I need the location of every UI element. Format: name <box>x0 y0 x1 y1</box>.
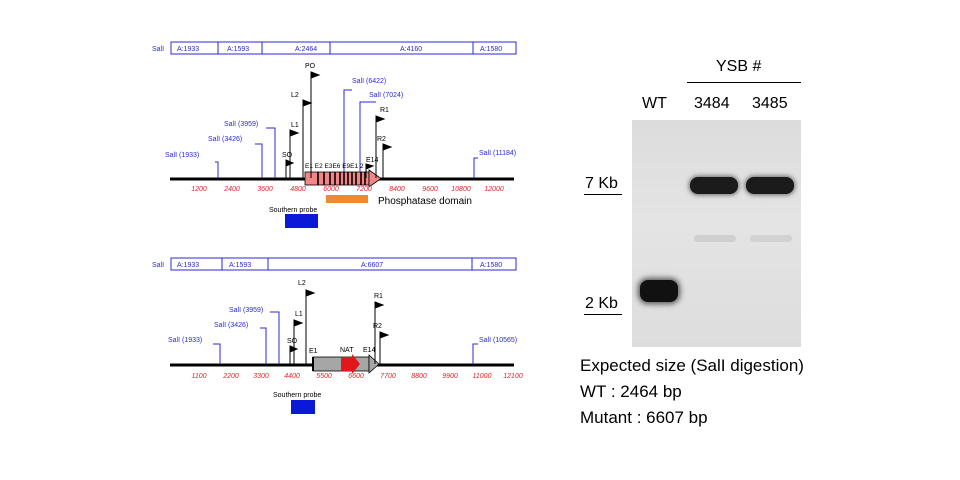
wt-primer-label: SO <box>282 152 293 159</box>
mut-tick-label: 4400 <box>284 373 300 380</box>
band-wt-2kb <box>640 280 678 302</box>
mut-tick-label: 12100 <box>503 373 523 380</box>
wt-fragment-label: A:1933 <box>177 46 199 53</box>
mut-southern-probe <box>291 400 315 414</box>
wt-primer-label: E14 <box>366 157 379 164</box>
wt-site-label: SalI (11184) <box>479 150 516 157</box>
mut-fragment-label: A:1580 <box>480 262 502 269</box>
wt-site-label: SalI (3959) <box>224 121 258 128</box>
wt-southern-probe <box>285 214 318 228</box>
mut-fragment-label: A:1933 <box>177 262 199 269</box>
wt-tick-label: 12000 <box>484 186 504 193</box>
mut-fragment-label: A:6607 <box>361 262 383 269</box>
wt-site-label: SalI <box>152 46 164 53</box>
southern-blot-gel <box>632 120 801 347</box>
wt-probe-label: Southern probe <box>269 207 317 214</box>
mut-primer-label: NAT <box>340 347 354 354</box>
wt-gene-arrowhead <box>368 169 382 188</box>
wt-exon-labels: E1 E2 E3E6 E9E1 2 <box>305 163 364 170</box>
wt-tick-label: 6000 <box>323 186 339 193</box>
wt-tick-label: 4800 <box>290 186 306 193</box>
mut-tick-label: 7700 <box>380 373 396 380</box>
wt-fragment-box <box>170 41 517 55</box>
mutant-restriction-map: SalI A:1933 A:1593 A:6607 A:1580 SalI (1… <box>152 257 523 414</box>
wt-tick-label: 8400 <box>389 186 405 193</box>
wt-tick-label: 3600 <box>257 186 273 193</box>
mut-tick-label: 5500 <box>316 373 332 380</box>
mut-tick-label: 8800 <box>411 373 427 380</box>
wt-primer-label: L2 <box>291 92 299 99</box>
gel-lane-label: 3484 <box>694 95 730 112</box>
gel-lane-label: WT <box>642 95 667 112</box>
mut-site-label: SalI (3959) <box>229 307 263 314</box>
mut-primer-label: E1 <box>309 348 318 355</box>
expected-size-mutant: Mutant : 6607 bp <box>580 408 708 427</box>
wt-tick-label: 7200 <box>356 186 372 193</box>
gel-lane-label: 3485 <box>752 95 788 112</box>
mut-primer-label: L2 <box>298 280 306 287</box>
expected-size-heading: Expected size (SalI digestion) <box>580 356 804 375</box>
wt-fragment-label: A:2464 <box>295 46 317 53</box>
gel-header: YSB # <box>716 58 762 75</box>
marker-2kb-label: 2 Kb <box>585 295 618 312</box>
marker-7kb-underline <box>584 194 622 195</box>
mut-tick-label: 9900 <box>442 373 458 380</box>
gel-header-rule <box>687 82 801 83</box>
marker-2kb-underline <box>584 314 622 315</box>
wt-primer-label: R2 <box>377 136 386 143</box>
mut-fragment-label: A:1593 <box>229 262 251 269</box>
mut-site-label: SalI (3426) <box>214 322 248 329</box>
wt-tick-label: 10800 <box>451 186 471 193</box>
mut-primer-label: R1 <box>374 293 383 300</box>
wt-fragment-label: A:1593 <box>227 46 249 53</box>
wt-primer-label: R1 <box>380 107 389 114</box>
marker-7kb-label: 7 Kb <box>585 175 618 192</box>
wt-gene-region <box>304 171 370 186</box>
mut-site-label: SalI <box>152 262 164 269</box>
mut-fragment-box <box>170 257 517 271</box>
wt-site-label: SalI (6422) <box>352 78 386 85</box>
phosphatase-domain-bar <box>326 195 368 203</box>
faint-band-3485 <box>750 235 792 242</box>
wt-site-label: SalI (1933) <box>165 152 199 159</box>
wt-fragment-label: A:1580 <box>480 46 502 53</box>
mut-site-label: SalI (10565) <box>479 337 517 344</box>
wt-primer-label: L1 <box>291 122 299 129</box>
expected-size-wt: WT : 2464 bp <box>580 382 682 401</box>
phosphatase-domain-label: Phosphatase domain <box>378 196 472 207</box>
nat-marker-arrow <box>341 354 360 374</box>
mut-tick-label: 3300 <box>253 373 269 380</box>
mut-primer-label: L1 <box>295 311 303 318</box>
wt-site-label: SalI (3426) <box>208 136 242 143</box>
wt-fragment-label: A:4160 <box>400 46 422 53</box>
mut-tick-label: 1100 <box>191 373 206 380</box>
wt-tick-label: 1200 <box>191 186 207 193</box>
mut-primer-label: SO <box>287 338 298 345</box>
mut-site-label: SalI (1933) <box>168 337 202 344</box>
mut-primer-label: R2 <box>373 323 382 330</box>
faint-band-3484 <box>694 235 736 242</box>
mut-probe-label: Southern probe <box>273 392 321 399</box>
wt-site-label: SalI (7024) <box>369 92 403 99</box>
wt-tick-label: 9600 <box>422 186 438 193</box>
mut-tick-label: 11000 <box>473 373 492 380</box>
mut-tick-label: 2200 <box>222 373 239 380</box>
band-3484-7kb <box>690 177 738 194</box>
mut-primer-label: E14 <box>363 347 376 354</box>
mut-tick-label: 6600 <box>348 373 364 380</box>
band-3485-7kb <box>746 177 794 194</box>
mut-gene-arrowhead <box>368 354 380 374</box>
wt-tick-label: 2400 <box>223 186 240 193</box>
wt-primer-label: PO <box>305 63 316 70</box>
wt-restriction-map: SalI A:1933 A:1593 A:2464 A:4160 A:1580 … <box>152 41 517 228</box>
